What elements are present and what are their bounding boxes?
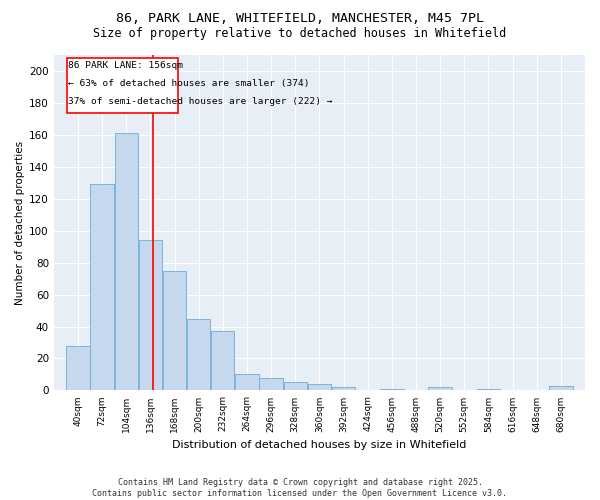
Bar <box>284 382 307 390</box>
Bar <box>259 378 283 390</box>
Text: 86, PARK LANE, WHITEFIELD, MANCHESTER, M45 7PL: 86, PARK LANE, WHITEFIELD, MANCHESTER, M… <box>116 12 484 26</box>
Bar <box>66 346 89 391</box>
Bar <box>380 389 404 390</box>
Bar <box>308 384 331 390</box>
Bar <box>549 386 572 390</box>
Bar <box>211 332 235 390</box>
Bar <box>91 184 114 390</box>
Bar <box>428 387 452 390</box>
Bar <box>187 318 211 390</box>
Bar <box>115 134 138 390</box>
Bar <box>139 240 162 390</box>
Text: 86 PARK LANE: 156sqm: 86 PARK LANE: 156sqm <box>68 62 183 70</box>
Text: ← 63% of detached houses are smaller (374): ← 63% of detached houses are smaller (37… <box>68 79 310 88</box>
Bar <box>163 270 186 390</box>
Text: 37% of semi-detached houses are larger (222) →: 37% of semi-detached houses are larger (… <box>68 96 332 106</box>
Bar <box>235 374 259 390</box>
Bar <box>477 389 500 390</box>
Text: Size of property relative to detached houses in Whitefield: Size of property relative to detached ho… <box>94 28 506 40</box>
FancyBboxPatch shape <box>67 58 178 112</box>
Bar <box>332 387 355 390</box>
Y-axis label: Number of detached properties: Number of detached properties <box>15 140 25 305</box>
Text: Contains HM Land Registry data © Crown copyright and database right 2025.
Contai: Contains HM Land Registry data © Crown c… <box>92 478 508 498</box>
X-axis label: Distribution of detached houses by size in Whitefield: Distribution of detached houses by size … <box>172 440 467 450</box>
